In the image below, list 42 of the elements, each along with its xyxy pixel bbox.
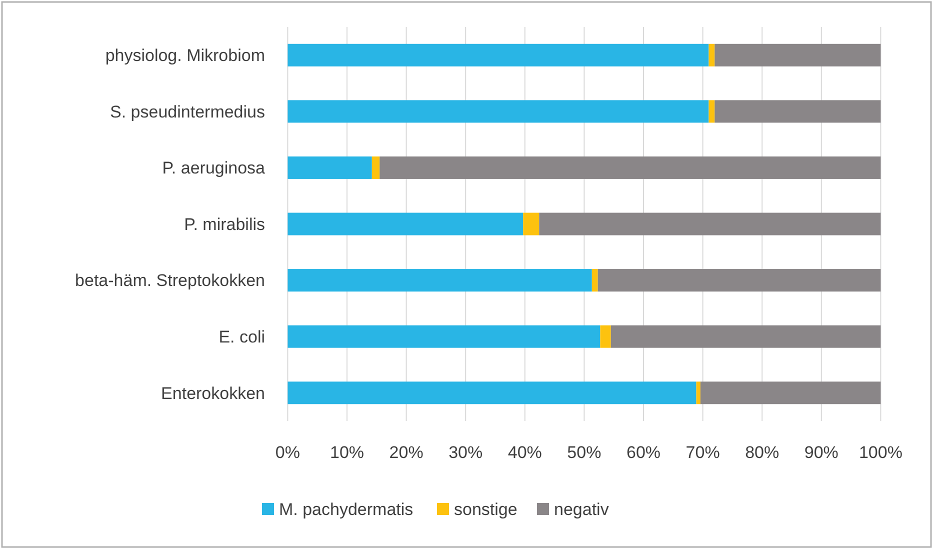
bar <box>700 382 881 404</box>
bar <box>592 269 598 292</box>
bar <box>539 212 881 236</box>
y-tick-label: E. coli <box>218 328 265 347</box>
bar <box>600 325 611 348</box>
y-tick-label: Enterokokken <box>161 384 265 403</box>
bar <box>714 100 881 123</box>
bar <box>288 269 592 292</box>
bar <box>598 269 881 292</box>
y-tick-label: physiolog. Mikrobiom <box>105 46 265 66</box>
x-tick-label: 100% <box>858 442 902 462</box>
bar <box>708 44 715 66</box>
x-tick-label: 40% <box>508 442 542 462</box>
x-tick-label: 0% <box>275 442 300 462</box>
y-tick-label: S. pseudintermedius <box>110 102 265 122</box>
bar <box>288 212 524 236</box>
legend-label: negativ <box>554 500 610 519</box>
y-tick-label: beta-häm. Streptokokken <box>75 271 265 290</box>
bar <box>372 156 380 179</box>
bar <box>288 44 709 66</box>
bar <box>380 156 881 179</box>
x-tick-label: 30% <box>448 442 483 462</box>
x-tick-label: 80% <box>745 442 780 462</box>
legend-label: sonstige <box>454 500 518 519</box>
bar <box>696 382 700 404</box>
bar <box>610 325 881 348</box>
x-tick-label: 50% <box>567 442 602 462</box>
x-tick-label: 20% <box>389 442 424 462</box>
bar <box>288 382 696 404</box>
x-tick-label: 70% <box>686 442 720 462</box>
x-tick-label: 60% <box>626 442 661 462</box>
bar <box>288 100 709 123</box>
bar <box>708 100 715 123</box>
bar <box>714 44 881 66</box>
y-tick-label: P. mirabilis <box>184 214 265 234</box>
bar <box>288 156 372 179</box>
bar <box>523 212 540 236</box>
x-tick-label: 10% <box>330 442 364 462</box>
legend-label: M. pachydermatis <box>279 500 414 519</box>
bar <box>288 325 600 348</box>
x-tick-label: 90% <box>804 442 838 462</box>
y-tick-label: P. aeruginosa <box>162 158 266 178</box>
